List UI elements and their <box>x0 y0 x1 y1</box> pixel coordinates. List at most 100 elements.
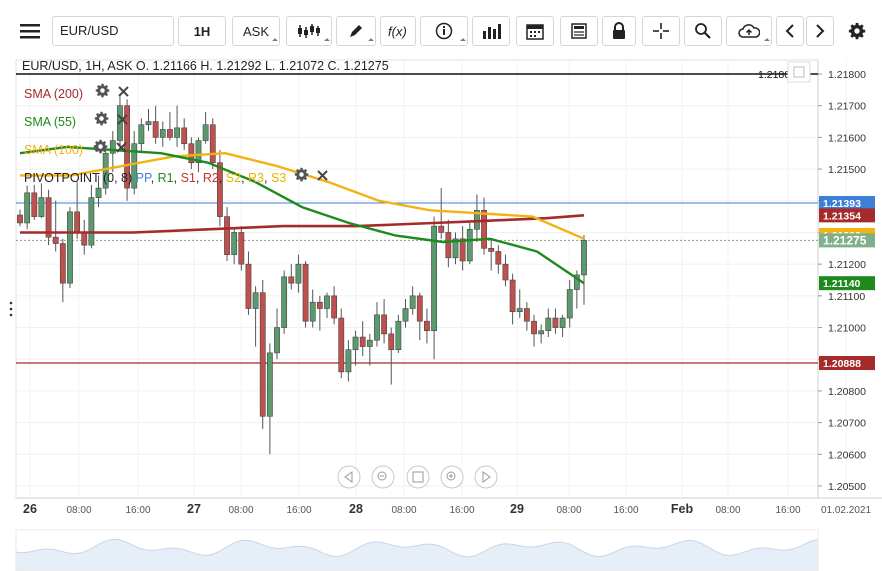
bullish-candle <box>466 228 473 262</box>
price-tick-label: 1.21000 <box>828 323 866 335</box>
calendar-button[interactable] <box>516 16 554 46</box>
bullish-candle <box>145 121 152 126</box>
legend-sma200-remove[interactable] <box>117 86 130 101</box>
gear-icon <box>294 167 309 182</box>
time-tick-label: 16:00 <box>775 505 800 516</box>
function-icon: f(x) <box>388 24 407 39</box>
bullish-candle <box>38 197 45 217</box>
gear-icon <box>95 83 109 98</box>
symbol-input[interactable]: EUR/USD <box>52 16 174 46</box>
bullish-candle <box>538 330 545 335</box>
nav-back-button <box>337 465 361 489</box>
price-type-label: ASK <box>242 23 269 39</box>
price-tick-label: 1.21200 <box>828 259 866 271</box>
sma200-line <box>20 214 585 234</box>
overview-navigator <box>15 529 819 571</box>
bullish-candle <box>409 295 416 309</box>
bullish-candle <box>24 192 31 224</box>
bullish-candle <box>559 317 566 328</box>
horizontal-lines <box>16 73 818 364</box>
navigator[interactable] <box>337 465 498 489</box>
legend-sma100-settings[interactable] <box>93 139 111 157</box>
chevron-left-icon <box>785 24 794 38</box>
legend-pivot-r2: R2 <box>202 171 219 185</box>
time-tick-label: 08:00 <box>715 505 740 516</box>
bearish-candle <box>523 308 530 322</box>
bearish-candle <box>52 236 59 244</box>
bearish-candle <box>59 243 66 284</box>
scroll-left-button[interactable] <box>776 16 804 46</box>
price-tick-label: 1.20600 <box>828 449 866 461</box>
settings-button[interactable] <box>842 16 872 46</box>
side-handle[interactable] <box>9 301 13 317</box>
bearish-candle <box>259 292 266 417</box>
bearish-candle <box>31 192 38 217</box>
lock-button[interactable] <box>602 16 636 46</box>
bearish-candle <box>302 263 309 322</box>
time-tick-label: Feb <box>671 502 694 516</box>
expand-icon <box>793 66 805 78</box>
s1-price-label-box <box>819 356 875 371</box>
scroll-right-button[interactable] <box>806 16 834 46</box>
chart-type-button[interactable] <box>286 16 332 46</box>
sma55-price-label: 1.21140 <box>823 278 861 290</box>
info-icon <box>435 22 453 40</box>
volume-button[interactable] <box>472 16 510 46</box>
time-tick-label: 29 <box>510 502 524 516</box>
time-tick-label: 01.02.2021 <box>821 505 871 516</box>
bearish-candle <box>359 336 366 347</box>
price-tick-label: 1.21500 <box>828 164 866 176</box>
bearish-candle <box>74 211 81 233</box>
legend-pivot-label: PIVOTPOINT (0, 8) <box>24 171 133 185</box>
legend-comma: , <box>218 171 226 185</box>
expand-button[interactable] <box>787 61 811 83</box>
crosshair-button[interactable] <box>642 16 680 46</box>
timeframe-button[interactable]: 1H <box>178 16 226 46</box>
price-tick-label: 1.21700 <box>828 101 866 113</box>
lock-icon <box>613 22 625 39</box>
legend-sma100-remove[interactable] <box>115 142 128 157</box>
bullish-candle <box>138 124 145 145</box>
bullish-candle <box>195 140 202 164</box>
newspaper-icon <box>571 23 587 39</box>
bullish-candle <box>345 349 352 373</box>
info-button[interactable] <box>420 16 468 46</box>
toolbar: EUR/USD 1H ASK f(x) <box>0 0 882 60</box>
indicators-button[interactable]: f(x) <box>380 16 416 46</box>
last-price-label: 1.21275 <box>823 233 867 247</box>
bearish-candle <box>152 121 159 138</box>
legend-sma200-settings[interactable] <box>95 83 113 101</box>
zoom-in-plus <box>449 474 453 478</box>
menu-button[interactable] <box>12 16 48 46</box>
zoom-out-icon <box>377 471 387 481</box>
sma200-price-label-box <box>819 208 875 223</box>
legend-sma55-settings[interactable] <box>94 111 112 129</box>
price-tick-label: 1.20500 <box>828 481 866 493</box>
bullish-candle <box>174 127 180 138</box>
bullish-candle <box>231 232 238 255</box>
legend-pivot-remove[interactable] <box>316 170 329 185</box>
news-button[interactable] <box>560 16 598 46</box>
bullish-candle <box>295 263 302 284</box>
bearish-candle <box>388 333 395 351</box>
price-type-button[interactable]: ASK <box>232 16 280 46</box>
timeframe-label: 1H <box>193 23 211 39</box>
upload-button[interactable] <box>726 16 772 46</box>
bullish-candle <box>366 339 373 347</box>
bearish-candle <box>416 295 423 322</box>
zoom-button[interactable] <box>684 16 722 46</box>
legend-sma200-label: SMA (200) <box>24 87 84 101</box>
cloud-upload-icon <box>738 24 760 38</box>
price-labels: 1.212921.213931.213541.212751.211401.208… <box>758 69 875 371</box>
legend-sma55-remove[interactable] <box>116 114 129 129</box>
draw-button[interactable] <box>336 16 376 46</box>
bearish-candle <box>316 301 323 309</box>
gear-icon <box>848 22 866 40</box>
legend-comma: , <box>150 171 158 185</box>
legend-pivot-settings[interactable] <box>294 167 312 185</box>
bullish-candle <box>281 276 288 328</box>
legend-sma200: SMA (200) <box>24 83 130 101</box>
bullish-candle <box>67 211 73 284</box>
time-tick-label: 08:00 <box>66 505 91 516</box>
